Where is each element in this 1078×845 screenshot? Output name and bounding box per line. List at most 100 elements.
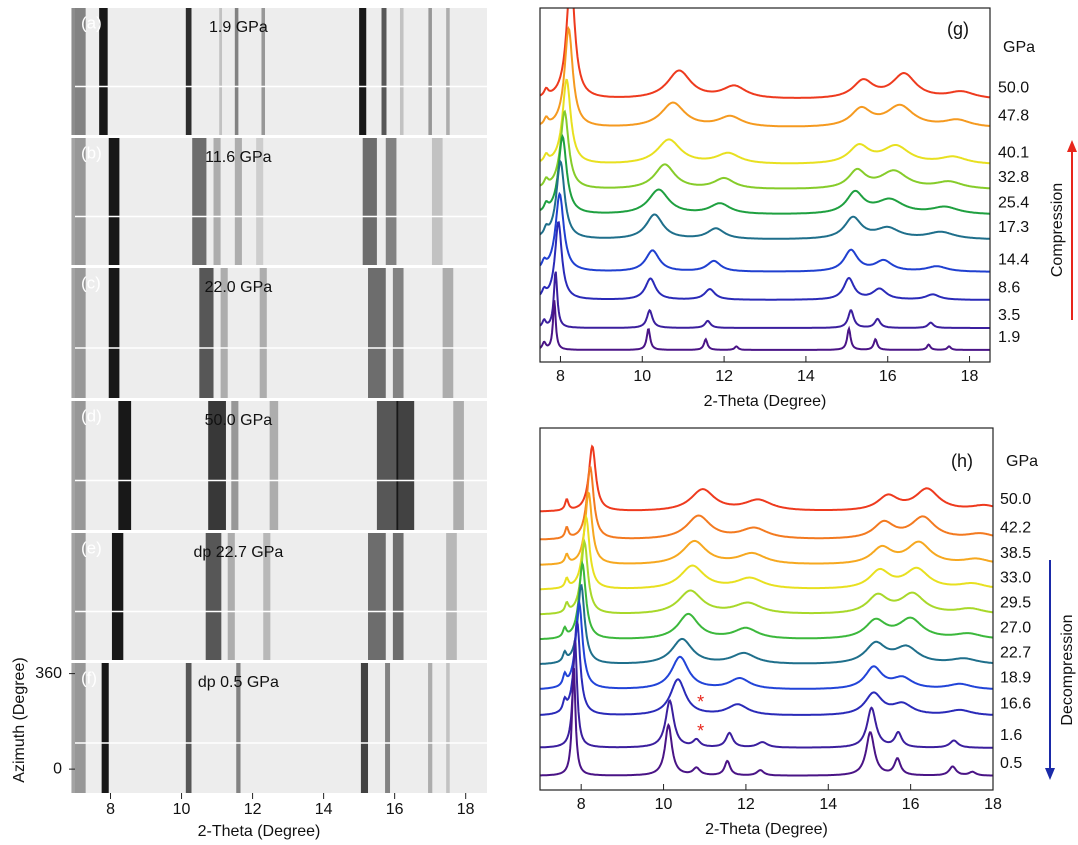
image-panel [71,8,487,135]
pattern-curve [540,560,993,641]
diffraction-ring [368,268,386,398]
y-tick-label: 360 [35,665,62,682]
x-tick-label: 18 [457,801,475,818]
pattern-curve [540,221,990,301]
panel-pressure: 50.0 GPa [205,412,273,429]
panel-background [75,268,487,398]
diffraction-ring [185,663,192,793]
panel-pressure: dp 22.7 GPa [193,544,283,561]
diffraction-ring [99,8,108,135]
diffraction-ring [234,8,239,135]
diffraction-ring [269,401,279,530]
diffraction-ring [231,401,239,530]
diffraction-ring [446,533,457,660]
pattern-curve [540,513,993,591]
legend-label: 17.3 [998,219,1029,236]
x-tick-label: 8 [556,368,565,385]
diffraction-ring [396,401,415,530]
pattern-curve [540,640,993,749]
pattern-curve [540,25,990,128]
legend-label: 22.7 [1000,644,1031,661]
pattern-curve [540,599,993,690]
diffraction-ring [71,8,86,135]
legend-label: 38.5 [1000,545,1031,562]
pattern-curve [540,300,990,351]
x-tick-label: 16 [386,801,404,818]
x-tick-label: 12 [244,801,262,818]
diffraction-ring [185,8,192,135]
legend-label: 16.6 [1000,695,1031,712]
panel-label: (d) [81,406,102,425]
pattern-curve [540,271,990,329]
diffraction-ring [71,401,86,530]
legend-label: 40.1 [998,144,1029,161]
x-tick-label: 8 [577,796,586,813]
pattern-curve [540,668,993,777]
diffraction-ring [392,533,404,660]
annotation: * [697,721,704,741]
x-axis-label: 2-Theta (Degree) [704,393,827,410]
legend-label: 33.0 [1000,569,1031,586]
pattern-curve [540,538,993,616]
pattern-curve [540,491,993,566]
pattern-curve [540,583,993,665]
panel-pressure: dp 0.5 GPa [198,674,279,691]
pattern-curve [540,78,990,165]
diffraction-ring [376,401,399,530]
annotation: * [697,692,704,712]
legend-label: 27.0 [1000,619,1031,636]
diffraction-ring [108,138,120,265]
diffraction-ring [385,663,391,793]
image-panel [71,401,487,530]
pattern-curve [540,133,990,215]
x-tick-label: 16 [879,368,897,385]
diffraction-ring [428,663,433,793]
diffraction-ring [399,8,404,135]
diffraction-ring [108,268,120,398]
diffraction-ring [101,663,109,793]
x-axis-label: 2-Theta (Degree) [198,823,321,840]
diffraction-ring [208,401,226,530]
diffraction-ring [219,8,223,135]
legend-label: 0.5 [1000,755,1022,772]
image-panel [71,268,487,398]
legend-label: 18.9 [1000,669,1031,686]
y-axis-label: Azimuth (Degree) [11,657,28,782]
legend-label: 50.0 [998,79,1029,96]
legend-label: 1.9 [998,329,1020,346]
legend-label: 42.2 [1000,519,1031,536]
x-tick-label: 14 [819,796,837,813]
diffraction-ring [442,268,454,398]
diffraction-ring [381,8,387,135]
arrow-head [1067,140,1077,152]
pattern-curve [540,109,990,190]
diffraction-ring [71,268,86,398]
arrow-head [1045,768,1055,780]
image-panel [71,533,487,660]
legend-label: 1.6 [1000,727,1022,744]
panel-background [75,533,487,660]
diffraction-ring [359,8,367,135]
diffraction-ring [360,663,369,793]
legend-label: 8.6 [998,279,1020,296]
panel-background [75,663,487,793]
plot-area [540,444,993,777]
panel-pressure: 1.9 GPa [209,19,268,36]
panel-background [75,8,487,135]
diffraction-ring [261,8,266,135]
panel-label: (a) [81,13,102,32]
x-tick-label: 10 [173,801,191,818]
y-tick-label: 0 [53,760,62,777]
panel-label: (e) [81,538,102,557]
x-tick-label: 14 [797,368,815,385]
diffraction-ring [428,8,432,135]
panel-pressure: 22.0 GPa [205,279,273,296]
panel-label: (g) [947,19,969,39]
diffraction-ring [213,138,221,265]
diffraction-ring [236,663,241,793]
legend-label: 25.4 [998,194,1029,211]
diffraction-ring [431,138,443,265]
legend-label: 29.5 [1000,594,1031,611]
